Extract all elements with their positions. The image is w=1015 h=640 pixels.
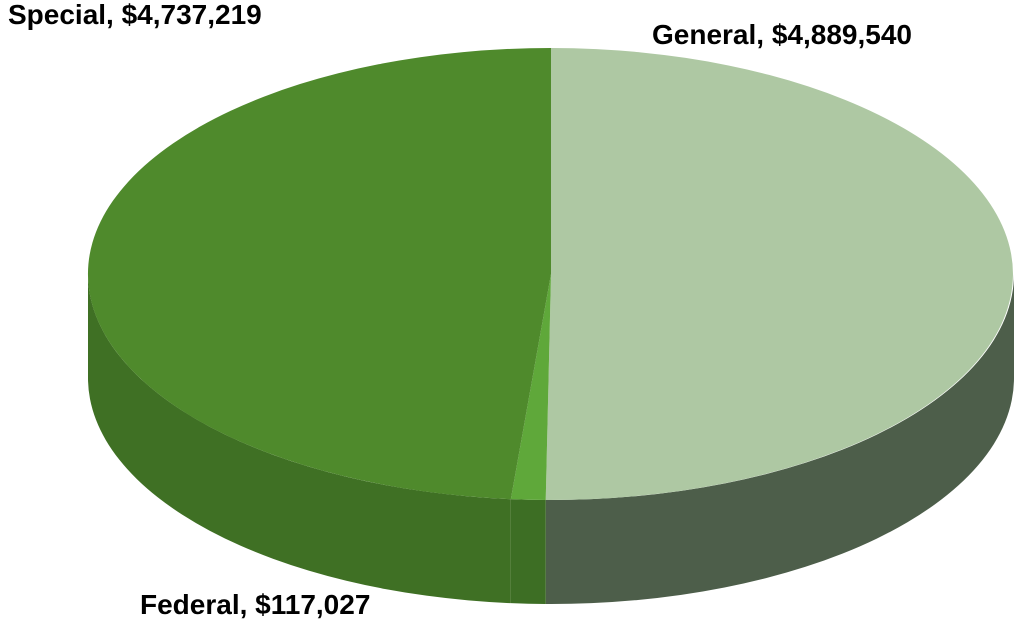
pie-slice [545,48,1013,500]
pie-side [545,274,1015,605]
pie-side [510,499,546,604]
data-label: General, $4,889,540 [652,19,912,50]
pie-slice [510,274,551,500]
pie-side [88,274,511,604]
pie-slice [87,47,551,500]
data-label: Special, $4,737,219 [8,0,262,30]
data-label: Federal, $117,027 [140,589,370,620]
